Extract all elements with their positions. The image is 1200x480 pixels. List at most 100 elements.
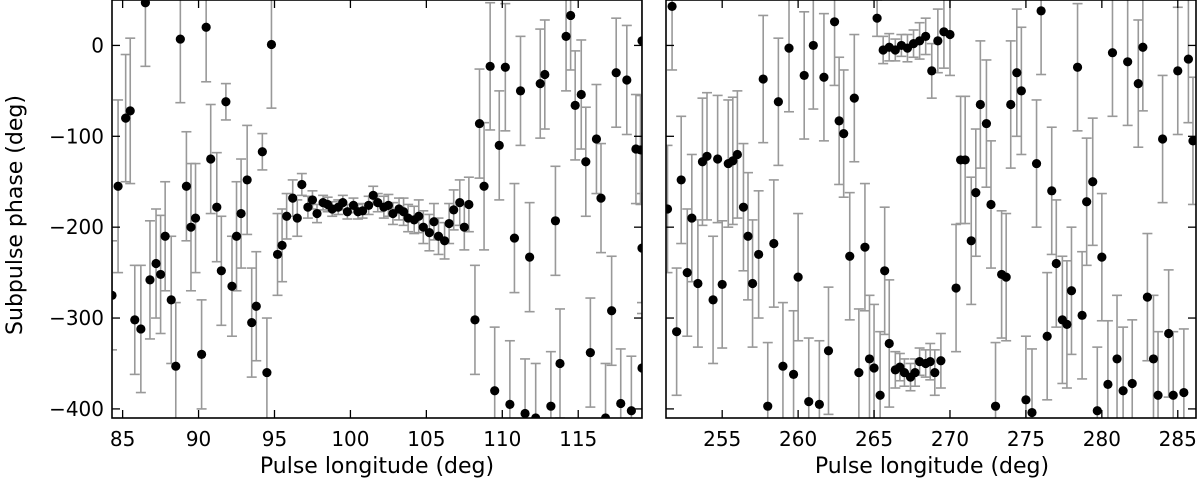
data-point (505, 399, 515, 409)
data-point (1103, 379, 1113, 389)
data-point (515, 86, 526, 96)
data-point (925, 357, 935, 367)
data-point (1072, 62, 1083, 72)
x-tick-label: 90 (186, 427, 211, 451)
data-point (788, 369, 799, 379)
data-point (520, 408, 530, 418)
data-point (272, 249, 283, 260)
data-point (738, 202, 749, 212)
left-x-axis-label: Pulse longitude (deg) (260, 454, 494, 479)
data-point (242, 175, 252, 185)
data-point (1157, 134, 1168, 144)
data-point (1133, 79, 1143, 89)
data-point (884, 338, 894, 349)
data-point (181, 181, 192, 191)
data-point (1164, 328, 1174, 339)
data-point (113, 181, 123, 191)
data-point (635, 145, 642, 155)
x-tick-label: 285 (1159, 427, 1197, 451)
data-point (622, 75, 632, 85)
data-point (307, 195, 318, 205)
data-point (676, 175, 686, 185)
data-point (1092, 406, 1102, 416)
data-point (1153, 390, 1163, 400)
data-point (784, 43, 794, 53)
data-point (490, 386, 500, 396)
data-point (793, 272, 803, 282)
data-point (1097, 252, 1107, 262)
data-point (277, 240, 287, 250)
data-point (581, 157, 591, 167)
data-point (236, 208, 246, 219)
data-point (960, 155, 970, 165)
data-point (1088, 177, 1098, 187)
data-point (576, 89, 586, 100)
data-point (808, 40, 818, 51)
data-point (1112, 354, 1122, 364)
data-point (672, 327, 682, 337)
data-point (348, 200, 359, 210)
data-point (303, 202, 313, 212)
data-point (166, 295, 176, 305)
data-point (754, 249, 764, 260)
data-point (869, 363, 879, 373)
data-point (693, 278, 703, 289)
data-point (247, 317, 257, 328)
data-point (585, 347, 595, 358)
x-tick-label: 275 (1007, 427, 1045, 451)
data-point (479, 181, 489, 191)
data-point (1036, 6, 1046, 16)
data-point (342, 207, 352, 217)
data-point (121, 113, 131, 123)
data-point (368, 190, 378, 200)
data-point (1082, 197, 1092, 207)
x-tick-label: 115 (559, 427, 597, 451)
data-point (531, 413, 541, 418)
data-point (758, 74, 768, 84)
data-point (1077, 310, 1087, 320)
data-point (981, 118, 992, 129)
data-point (1179, 387, 1189, 398)
x-tick-label: 95 (262, 427, 287, 451)
data-point (1006, 99, 1016, 110)
data-point (921, 31, 931, 41)
data-point (986, 199, 996, 210)
data-point (125, 106, 135, 116)
data-point (607, 306, 617, 316)
data-point (186, 222, 196, 232)
data-point (637, 243, 642, 253)
data-point (637, 363, 642, 373)
data-point (357, 206, 368, 216)
data-point (266, 39, 277, 50)
data-point (596, 193, 606, 203)
data-point (845, 251, 855, 261)
data-point (231, 231, 242, 241)
data-point (112, 290, 117, 300)
data-point (212, 202, 222, 212)
data-point (1042, 331, 1052, 341)
data-point (1123, 57, 1133, 67)
x-tick-label: 105 (407, 427, 445, 451)
data-point (1168, 390, 1178, 400)
data-point (130, 315, 140, 325)
right-panel: 255 260 265 270 275 280 285 (665, 0, 1197, 451)
data-point (773, 97, 783, 107)
data-point (626, 406, 636, 416)
data-point (1127, 378, 1137, 389)
x-tick-label: 110 (483, 427, 521, 451)
data-point (175, 34, 185, 44)
plot-area (112, 0, 642, 418)
data-point (849, 93, 859, 103)
data-point (206, 154, 216, 164)
panel-frame (111, 0, 643, 419)
data-point (971, 188, 981, 198)
data-point (136, 324, 146, 334)
data-point (485, 61, 495, 71)
data-point (778, 361, 788, 371)
data-point (509, 233, 520, 243)
data-point (1118, 386, 1128, 396)
data-point (747, 278, 758, 289)
data-point (312, 208, 322, 219)
data-point (1188, 136, 1196, 146)
data-point (1051, 258, 1061, 269)
